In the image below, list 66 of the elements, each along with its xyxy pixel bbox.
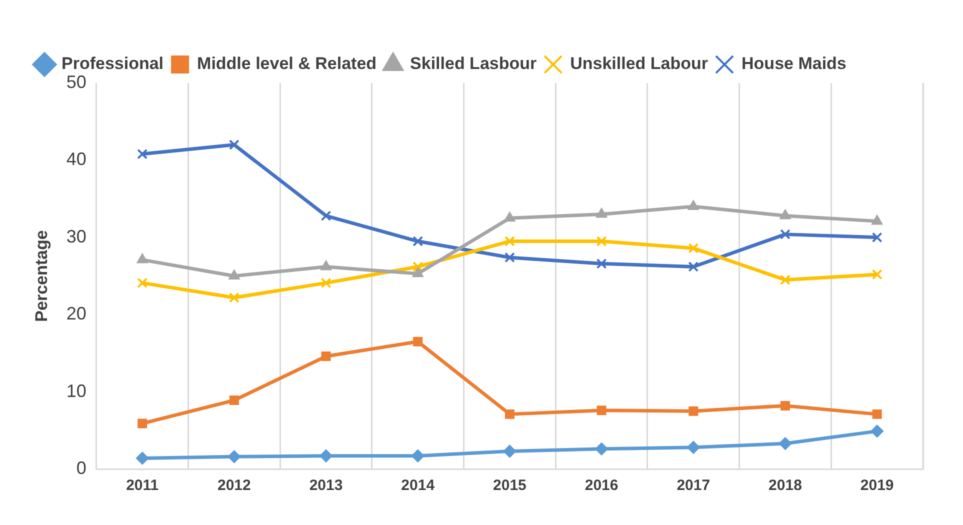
point <box>688 261 699 272</box>
point <box>412 261 424 272</box>
point <box>228 450 241 464</box>
point <box>596 236 607 247</box>
point <box>504 409 514 419</box>
point <box>411 449 424 462</box>
legend-label: House Maids <box>742 54 846 74</box>
point <box>596 406 606 416</box>
point <box>870 424 884 438</box>
point <box>412 267 424 278</box>
point <box>780 400 790 410</box>
point <box>596 208 608 218</box>
point <box>320 260 332 270</box>
x-tick-label: 2018 <box>768 477 802 494</box>
legend-label: Skilled Lasbour <box>410 54 537 74</box>
point <box>778 437 792 450</box>
x-tick-label: 2014 <box>401 477 436 494</box>
point <box>320 449 333 462</box>
point <box>412 236 424 247</box>
x-tick-label: 2012 <box>217 477 251 494</box>
point <box>504 236 515 247</box>
point <box>138 418 148 428</box>
point <box>413 336 423 346</box>
point <box>228 292 240 303</box>
y-tick-label: 50 <box>66 72 86 92</box>
point <box>688 406 698 416</box>
point <box>321 352 331 362</box>
x-tick-label: 2016 <box>584 477 618 494</box>
x-tick-label: 2013 <box>309 477 343 494</box>
y-tick-label: 40 <box>66 149 86 170</box>
point <box>688 242 699 254</box>
point <box>229 396 239 406</box>
point <box>596 258 607 269</box>
point <box>872 409 882 419</box>
point <box>136 253 148 264</box>
y-tick-label: 10 <box>66 380 86 401</box>
point <box>688 200 700 210</box>
point <box>871 214 883 225</box>
x-tick-label: 2015 <box>493 477 526 494</box>
point <box>872 269 882 280</box>
y-axis-title: Percentage <box>32 230 51 322</box>
legend-label: Unskilled Labour <box>570 54 708 74</box>
point <box>136 452 149 465</box>
x-tick-label: 2019 <box>860 477 894 494</box>
point <box>780 209 791 220</box>
point <box>686 440 700 454</box>
y-tick-label: 20 <box>66 304 86 324</box>
y-tick-label: 30 <box>66 226 86 246</box>
x-tick-label: 2011 <box>126 477 159 494</box>
legend-label: Middle level & Related <box>197 54 377 74</box>
point <box>504 212 516 222</box>
point <box>503 444 516 458</box>
point <box>780 229 790 240</box>
legend-label: Professional <box>62 54 164 74</box>
point <box>228 270 240 280</box>
point <box>595 442 608 456</box>
y-tick-label: 0 <box>76 458 86 478</box>
point <box>137 278 148 288</box>
point <box>137 148 148 160</box>
x-tick-label: 2017 <box>676 477 710 494</box>
point <box>320 278 332 288</box>
point <box>504 252 515 263</box>
point <box>780 274 790 286</box>
point <box>872 232 882 243</box>
point <box>228 140 240 150</box>
point <box>320 210 332 222</box>
